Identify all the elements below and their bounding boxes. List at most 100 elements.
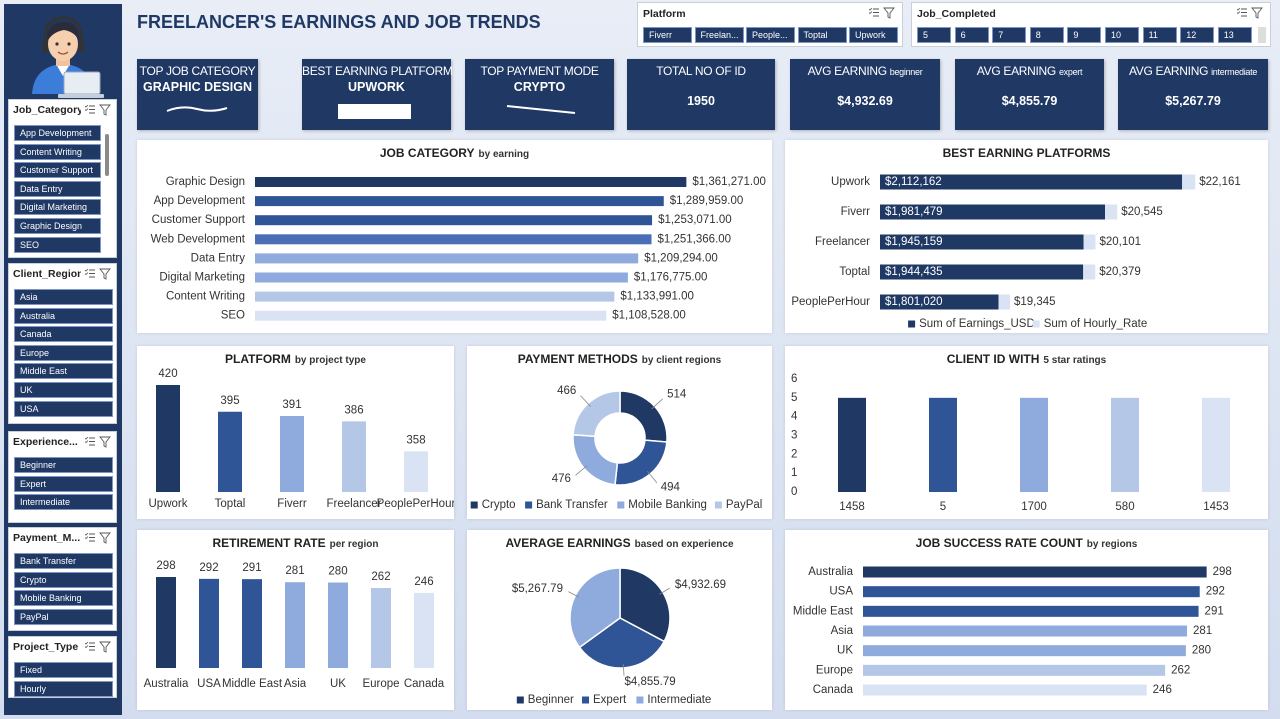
slicer-item[interactable]: 9 bbox=[1067, 27, 1102, 43]
bar bbox=[863, 664, 1166, 676]
slicer-icons[interactable] bbox=[85, 641, 111, 653]
slicer-item[interactable]: Hourly bbox=[14, 680, 113, 697]
kpi-label: TOP PAYMENT MODE bbox=[480, 64, 599, 78]
bar bbox=[255, 291, 615, 302]
y-tick-label: 3 bbox=[791, 430, 797, 442]
slicer-item[interactable]: Expert bbox=[14, 475, 113, 492]
chart-title-main: CLIENT ID WITH bbox=[947, 352, 1040, 366]
value-label: 281 bbox=[285, 565, 304, 577]
slicer-item[interactable]: 8 bbox=[1029, 27, 1064, 43]
bar bbox=[838, 397, 866, 492]
kpi-decor bbox=[338, 104, 411, 119]
slicer-item[interactable]: 10 bbox=[1105, 27, 1139, 43]
slicer-title: Experience... bbox=[13, 436, 78, 448]
scrollbar[interactable] bbox=[105, 134, 109, 176]
slicer-icons[interactable] bbox=[869, 7, 895, 19]
chart-subtitle: 5 star ratings bbox=[1043, 355, 1106, 366]
kpi-decor bbox=[166, 106, 228, 112]
category-label: Europe bbox=[816, 664, 853, 676]
slicer-item[interactable]: Freelan... bbox=[694, 27, 744, 43]
slicer-item[interactable]: 12 bbox=[1180, 27, 1215, 43]
slicer-item[interactable]: Toptal bbox=[797, 27, 847, 43]
x-tick-label: UK bbox=[330, 678, 346, 690]
value-label: $1,944,435 bbox=[885, 266, 943, 278]
bar bbox=[255, 310, 607, 321]
slicer-item[interactable]: Asia bbox=[14, 289, 113, 305]
slicer-item[interactable]: Graphic Design bbox=[14, 218, 101, 234]
slicer-item[interactable]: SEO bbox=[14, 236, 101, 253]
legend-swatch bbox=[582, 696, 589, 704]
slicer: Payment_M... Bank Transfer Crypto Mobile Ba… bbox=[8, 527, 117, 631]
icon-funnel bbox=[99, 436, 111, 448]
value-label: 466 bbox=[557, 385, 576, 397]
slicer-item[interactable]: Europe bbox=[14, 344, 113, 361]
kpi-label-row: TOP PAYMENT MODE bbox=[465, 64, 614, 78]
slicer-icons[interactable] bbox=[85, 532, 111, 544]
value-label: $2,112,162 bbox=[885, 176, 942, 188]
value-label: $1,108,528.00 bbox=[612, 310, 686, 322]
legend-swatch bbox=[714, 501, 722, 509]
category-label: Asia bbox=[831, 625, 854, 637]
x-tick-label: 5 bbox=[940, 501, 946, 513]
leader-line bbox=[622, 663, 625, 676]
slicer-icons[interactable] bbox=[85, 436, 111, 448]
slicer-icons[interactable] bbox=[85, 104, 111, 116]
x-tick-label: 1453 bbox=[1203, 501, 1229, 513]
value-label: 420 bbox=[158, 368, 177, 380]
slicer-icons[interactable] bbox=[1237, 7, 1263, 19]
value-label: $1,251,366.00 bbox=[658, 233, 732, 245]
slicer-item[interactable]: UK bbox=[14, 382, 113, 398]
value-label: 476 bbox=[552, 473, 571, 485]
slicer-item[interactable]: Customer Support bbox=[14, 162, 101, 179]
scrollbar[interactable] bbox=[1258, 27, 1266, 43]
slicer-item[interactable]: Canada bbox=[14, 326, 113, 343]
chart-panel: JOB SUCCESS RATE COUNT by regions Australi… bbox=[785, 530, 1268, 710]
value-label: 246 bbox=[414, 576, 433, 588]
slicer-item[interactable]: Mobile Banking bbox=[14, 590, 113, 607]
bar-segment bbox=[1105, 204, 1118, 220]
slicer-item[interactable]: People... bbox=[746, 27, 795, 43]
kpi-card: TOP PAYMENT MODE CRYPTO bbox=[465, 59, 614, 130]
slicer-item[interactable]: 11 bbox=[1142, 27, 1177, 43]
category-label: USA bbox=[829, 586, 853, 598]
slicer-item[interactable]: PayPal bbox=[14, 608, 113, 625]
chart-title: PAYMENT METHODS by client regions bbox=[518, 352, 722, 366]
slicer-item[interactable]: 5 bbox=[917, 27, 951, 43]
slicer-item[interactable]: 7 bbox=[992, 27, 1027, 43]
dashboard-title: FREELANCER'S EARNINGS AND JOB TRENDS bbox=[137, 12, 541, 32]
slicer-item[interactable]: Upwork bbox=[849, 27, 898, 43]
slicer-item[interactable]: Crypto bbox=[14, 571, 113, 588]
legend-label: Expert bbox=[593, 694, 627, 706]
x-tick-label: 1458 bbox=[839, 501, 865, 513]
slicer-item[interactable]: 13 bbox=[1217, 27, 1252, 43]
bar bbox=[863, 605, 1199, 617]
kpi-decor bbox=[506, 105, 576, 114]
value-label: $20,379 bbox=[1099, 266, 1141, 278]
kpi-sublabel: intermediate bbox=[1211, 67, 1258, 77]
slicer-item[interactable]: USA bbox=[14, 400, 113, 417]
slicer-item[interactable]: Intermediate bbox=[14, 494, 113, 511]
value-label: $20,101 bbox=[1100, 236, 1142, 248]
slicer-item[interactable]: App Development bbox=[14, 125, 101, 141]
x-tick-label: Canada bbox=[404, 678, 445, 690]
value-label: $1,133,991.00 bbox=[620, 291, 694, 303]
category-label: Australia bbox=[808, 566, 853, 578]
slicer-item[interactable]: Fixed bbox=[14, 662, 113, 678]
slicer-item[interactable]: Middle East bbox=[14, 363, 113, 380]
slicer-item[interactable]: Content Writing bbox=[14, 143, 101, 160]
slicer-item[interactable]: Australia bbox=[14, 307, 113, 324]
slicer-item[interactable]: 6 bbox=[954, 27, 989, 43]
bar bbox=[929, 397, 957, 492]
slicer-item[interactable]: Beginner bbox=[14, 457, 113, 473]
chart-title-main: JOB SUCCESS RATE COUNT bbox=[916, 536, 1084, 550]
slicer-item[interactable]: Bank Transfer bbox=[14, 553, 113, 569]
kpi-value: UPWORK bbox=[348, 80, 405, 94]
slicer-item[interactable]: Data Entry bbox=[14, 180, 101, 197]
slicer-item[interactable]: Digital Marketing bbox=[14, 199, 101, 216]
icon-check bbox=[85, 532, 89, 540]
category-label: Toptal bbox=[839, 266, 870, 278]
slicer-item[interactable]: Fiverr bbox=[643, 27, 692, 43]
chart: PLATFORM by project type 420 Upwork 395 Topta… bbox=[149, 352, 454, 510]
bar bbox=[863, 586, 1200, 598]
slicer-icons[interactable] bbox=[85, 268, 111, 280]
